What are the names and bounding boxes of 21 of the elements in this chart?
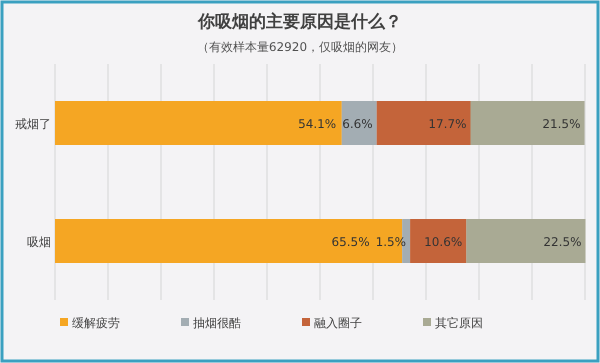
legend-label: 抽烟很酷 bbox=[193, 316, 241, 330]
legend-label: 其它原因 bbox=[435, 316, 483, 330]
bar bbox=[376, 101, 471, 145]
bar bbox=[466, 219, 586, 263]
bar bbox=[410, 219, 466, 263]
data-label: 54.1% bbox=[298, 117, 336, 131]
chart-subtitle: （有效样本量62920，仅吸烟的网友） bbox=[196, 40, 404, 54]
data-label: 21.5% bbox=[542, 117, 580, 131]
data-label: 6.6% bbox=[342, 117, 373, 131]
y-tick-label: 吸烟 bbox=[27, 235, 51, 249]
bar bbox=[55, 101, 342, 145]
legend-label: 融入圈子 bbox=[314, 316, 362, 330]
data-label: 10.6% bbox=[424, 235, 462, 249]
bar bbox=[470, 101, 584, 145]
data-label: 17.7% bbox=[428, 117, 467, 131]
data-label: 22.5% bbox=[543, 235, 582, 249]
y-tick-label: 戒烟了 bbox=[15, 117, 51, 131]
legend-label: 缓解疲劳 bbox=[72, 316, 120, 330]
chart-title: 你吸烟的主要原因是什么？ bbox=[197, 12, 402, 32]
data-label: 65.5% bbox=[331, 235, 370, 249]
bar bbox=[342, 101, 377, 145]
